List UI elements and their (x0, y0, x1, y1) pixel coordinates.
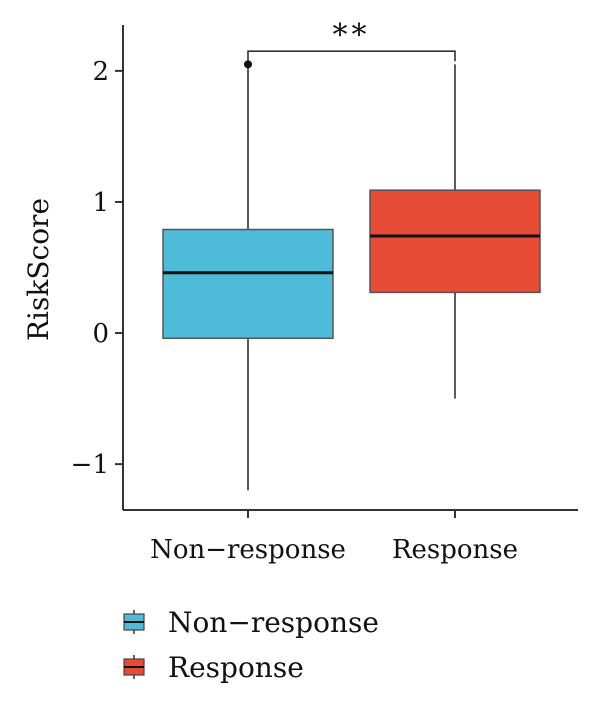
legend-label: Response (168, 651, 304, 684)
y-tick-label: 2 (92, 57, 109, 87)
boxes (162, 60, 541, 491)
significance-annotation: ** (247, 18, 456, 62)
x-axis-ticks: Non−response Response (150, 510, 518, 565)
legend-label: Non−response (168, 606, 379, 639)
x-tick-label: Non−response (150, 535, 346, 565)
box-response (369, 64, 541, 399)
y-axis-ticks: −1 0 1 2 (71, 57, 123, 480)
y-tick-label: −1 (71, 450, 109, 480)
significance-label: ** (333, 18, 371, 53)
axes (122, 25, 578, 511)
y-tick-label: 1 (92, 188, 109, 218)
x-tick-label: Response (392, 535, 518, 565)
box-iqr (162, 228, 334, 340)
legend-item: Non−response (123, 606, 379, 639)
legend-item: Response (123, 651, 304, 684)
box-non-response (162, 60, 334, 491)
significance-bracket (247, 50, 456, 62)
outlier-point (244, 60, 252, 69)
box-iqr (369, 189, 541, 294)
y-tick-label: 0 (92, 319, 109, 349)
y-axis-title: RiskScore (22, 198, 55, 341)
legend: Non−response Response (123, 606, 379, 684)
